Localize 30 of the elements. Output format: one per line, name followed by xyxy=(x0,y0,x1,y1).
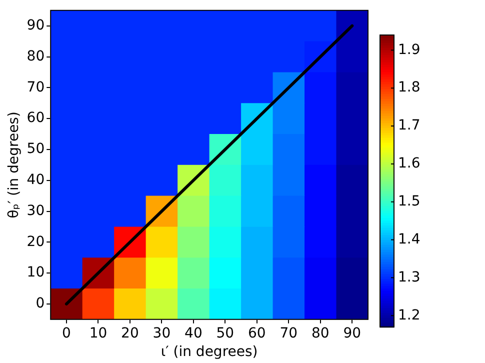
y-tick-label: 0 xyxy=(36,296,45,312)
y-tick-label: 10 xyxy=(26,264,45,281)
y-tick-label: 90 xyxy=(26,17,45,34)
x-tick-label: 70 xyxy=(280,325,298,342)
x-tick-label: 10 xyxy=(89,325,108,342)
y-tick-label: 20 xyxy=(26,234,45,250)
color-bar-label: 1.2 xyxy=(398,307,420,324)
y-tick-label: 40 xyxy=(26,172,45,188)
y-tick-label: 70 xyxy=(26,79,45,96)
x-tick-label: 80 xyxy=(311,325,330,342)
y-tick-label: 80 xyxy=(26,48,45,64)
y-tick-label: 50 xyxy=(26,141,45,158)
y-axis-title: θₚ′ (in degrees) xyxy=(6,112,22,218)
color-bar-label: 1.7 xyxy=(398,118,420,134)
color-bar-label: 1.6 xyxy=(398,156,420,172)
x-tick-label: 40 xyxy=(184,325,202,342)
x-tick-label: 60 xyxy=(248,325,266,342)
color-bar-label: 1.4 xyxy=(398,231,420,248)
x-tick-label: 50 xyxy=(216,325,234,342)
x-tick-label: 90 xyxy=(343,325,362,342)
x-axis-title: ι′ (in degrees) xyxy=(160,344,258,360)
x-tick-label: 0 xyxy=(62,325,71,342)
x-tick-label: 30 xyxy=(152,325,171,342)
color-bar-label: 1.5 xyxy=(398,194,420,210)
y-tick-label: 30 xyxy=(26,202,45,219)
x-tick-label: 20 xyxy=(121,325,139,342)
y-tick-label: 60 xyxy=(26,110,45,126)
color-bar-label: 1.3 xyxy=(398,269,420,286)
color-bar-label: 1.9 xyxy=(398,42,420,58)
color-bar-label: 1.8 xyxy=(398,80,420,96)
